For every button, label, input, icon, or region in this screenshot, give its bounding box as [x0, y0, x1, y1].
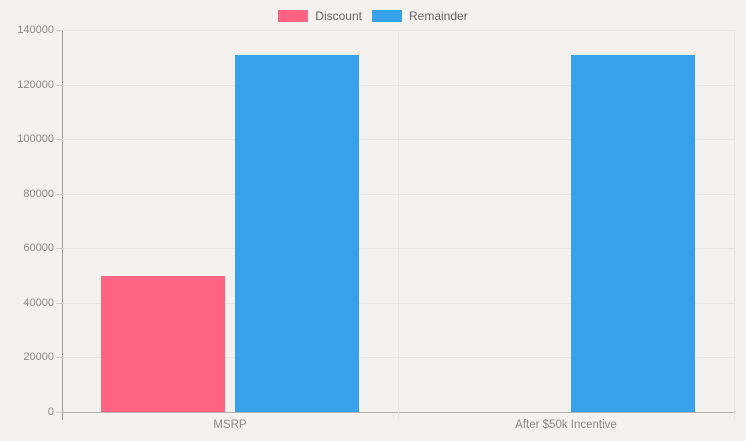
legend-item-discount[interactable]: Discount: [278, 9, 362, 23]
y-tick-label: 20000: [23, 351, 54, 364]
y-tick-mark: [56, 412, 62, 413]
y-tick-label: 0: [47, 406, 54, 418]
y-tick-label: 140000: [17, 24, 54, 36]
x-tick-label: After $50k Incentive: [515, 419, 617, 431]
legend-swatch-discount: [278, 10, 309, 22]
y-tick-label: 60000: [23, 242, 54, 255]
y-tick-mark: [56, 139, 62, 141]
bar-remainder-0[interactable]: [235, 54, 360, 412]
y-tick-mark: [56, 357, 62, 359]
legend-item-remainder[interactable]: Remainder: [371, 9, 468, 23]
y-tick-label: 100000: [17, 133, 54, 146]
y-tick-label: 40000: [23, 296, 54, 309]
y-tick-mark: [56, 30, 62, 31]
x-gridline: [734, 30, 735, 419]
chart-legend: Discount Remainder: [0, 9, 746, 23]
bar-remainder-1[interactable]: [571, 54, 696, 412]
legend-label: Remainder: [408, 9, 468, 23]
y-tick-mark: [56, 193, 62, 195]
y-tick-mark: [56, 84, 62, 86]
plot-area: [56, 30, 735, 419]
y-tick-label: 80000: [23, 187, 54, 200]
x-tick-label: MSRP: [213, 419, 247, 431]
x-gridline: [398, 30, 399, 419]
y-tick-label: 120000: [17, 78, 54, 91]
y-axis-line: [62, 30, 63, 420]
bar-discount-0[interactable]: [100, 275, 225, 412]
y-tick-mark: [56, 302, 62, 304]
y-tick-mark: [56, 248, 62, 250]
legend-swatch-remainder: [371, 10, 402, 22]
legend-label: Discount: [315, 9, 362, 23]
